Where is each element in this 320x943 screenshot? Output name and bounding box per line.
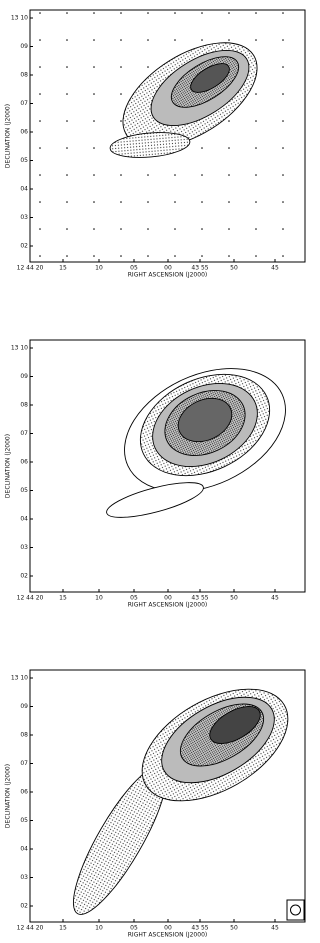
map-panel: 13 10 09 08 07 06 05 04 03 02 12 44 20 15 10 05 00 43 … bbox=[5, 9, 306, 279]
x-tick-label: 15 bbox=[59, 265, 67, 272]
x-tick-label: 05 bbox=[130, 925, 138, 932]
y-tick-label: 06 bbox=[20, 129, 28, 136]
y-axis-label: DECLINATION (J2000) bbox=[5, 764, 12, 828]
x-tick-label: 43 55 bbox=[191, 265, 208, 272]
x-tick-label: 43 55 bbox=[191, 925, 208, 932]
beam bbox=[290, 904, 301, 916]
x-tick-label: 00 bbox=[164, 265, 172, 272]
beam-box bbox=[286, 899, 305, 921]
y-tick-label: 13 10 bbox=[11, 675, 28, 682]
x-tick-label: 00 bbox=[164, 595, 172, 602]
x-tick-label: 50 bbox=[230, 925, 238, 932]
contour bbox=[109, 132, 191, 158]
x-tick-label: 05 bbox=[130, 265, 138, 272]
x-tick-label: 43 55 bbox=[191, 595, 208, 602]
contour bbox=[106, 482, 204, 518]
y-tick-label: 05 bbox=[20, 157, 28, 164]
figure: 13 10 09 08 07 06 05 04 03 02 12 44 20 15 10 05 00 43 … bbox=[5, 9, 306, 939]
y-tick-label: 04 bbox=[20, 516, 28, 523]
y-tick-label: 05 bbox=[20, 817, 28, 824]
x-tick-label: 12 44 20 bbox=[17, 925, 44, 932]
y-tick-label: 09 bbox=[20, 373, 28, 380]
y-axis-label: DECLINATION (J2000) bbox=[5, 104, 12, 168]
y-tick-label: 02 bbox=[20, 903, 28, 910]
x-tick-label: 00 bbox=[164, 925, 172, 932]
y-tick-label: 06 bbox=[20, 459, 28, 466]
x-tick-label: 05 bbox=[130, 595, 138, 602]
y-tick-label: 04 bbox=[20, 186, 28, 193]
x-axis-label: RIGHT ASCENSION (J2000) bbox=[128, 272, 207, 279]
y-tick-label: 07 bbox=[20, 100, 28, 107]
y-tick-label: 03 bbox=[20, 544, 28, 551]
x-tick-label: 12 44 20 bbox=[17, 595, 44, 602]
y-tick-label: 08 bbox=[20, 732, 28, 739]
y-tick-label: 08 bbox=[20, 72, 28, 79]
x-tick-label: 15 bbox=[59, 925, 67, 932]
y-tick-label: 09 bbox=[20, 703, 28, 710]
y-tick-label: 05 bbox=[20, 487, 28, 494]
y-tick-label: 02 bbox=[20, 243, 28, 250]
y-tick-label: 06 bbox=[20, 789, 28, 796]
contour bbox=[190, 63, 230, 93]
y-tick-label: 07 bbox=[20, 760, 28, 767]
map-panel: 13 10 09 08 07 06 05 04 03 02 12 44 20 15 10 05 00 43 … bbox=[5, 669, 306, 939]
x-tick-label: 10 bbox=[95, 925, 103, 932]
y-tick-label: 08 bbox=[20, 402, 28, 409]
y-tick-label: 07 bbox=[20, 430, 28, 437]
y-tick-label: 02 bbox=[20, 573, 28, 580]
x-tick-label: 10 bbox=[95, 595, 103, 602]
x-tick-label: 50 bbox=[230, 595, 238, 602]
contour bbox=[209, 706, 261, 744]
y-tick-label: 09 bbox=[20, 43, 28, 50]
x-axis-label: RIGHT ASCENSION (J2000) bbox=[128, 932, 207, 939]
y-tick-label: 03 bbox=[20, 214, 28, 221]
contour bbox=[177, 397, 233, 443]
y-tick-label: 13 10 bbox=[11, 15, 28, 22]
x-tick-label: 12 44 20 bbox=[17, 265, 44, 272]
x-tick-label: 45 bbox=[271, 265, 279, 272]
x-tick-label: 45 bbox=[271, 595, 279, 602]
x-tick-label: 45 bbox=[271, 925, 279, 932]
x-tick-label: 50 bbox=[230, 265, 238, 272]
y-tick-label: 04 bbox=[20, 846, 28, 853]
x-tick-label: 15 bbox=[59, 595, 67, 602]
y-tick-label: 13 10 bbox=[11, 345, 28, 352]
map-panel: 13 10 09 08 07 06 05 04 03 02 12 44 20 15 10 05 00 43 … bbox=[5, 339, 306, 609]
x-axis-label: RIGHT ASCENSION (J2000) bbox=[128, 602, 207, 609]
y-axis-label: DECLINATION (J2000) bbox=[5, 434, 12, 498]
y-tick-label: 03 bbox=[20, 874, 28, 881]
x-tick-label: 10 bbox=[95, 265, 103, 272]
